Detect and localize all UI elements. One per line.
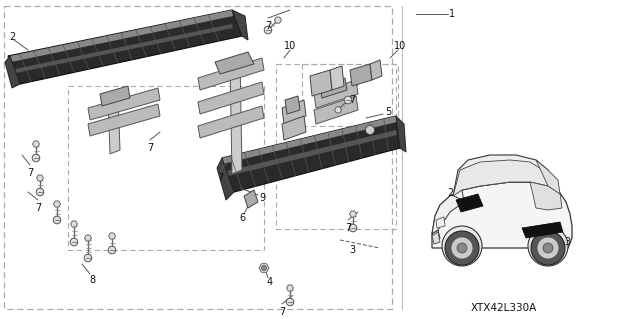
Text: 7: 7 [349, 95, 355, 105]
Polygon shape [456, 194, 483, 212]
Polygon shape [310, 70, 332, 96]
Polygon shape [84, 235, 92, 241]
Text: 7: 7 [345, 223, 351, 233]
Polygon shape [432, 230, 440, 242]
Circle shape [84, 254, 92, 262]
Polygon shape [275, 17, 282, 23]
Polygon shape [198, 58, 264, 90]
Circle shape [445, 231, 479, 265]
Polygon shape [282, 100, 306, 124]
Circle shape [262, 265, 266, 271]
Polygon shape [88, 88, 160, 120]
Polygon shape [314, 80, 358, 108]
Circle shape [528, 226, 568, 266]
Text: 5: 5 [385, 107, 391, 117]
Polygon shape [396, 116, 406, 152]
Polygon shape [36, 175, 44, 181]
Polygon shape [320, 78, 347, 98]
Polygon shape [370, 60, 382, 80]
Circle shape [531, 231, 565, 265]
Circle shape [537, 237, 559, 259]
Circle shape [442, 226, 482, 266]
Polygon shape [530, 182, 562, 210]
Polygon shape [100, 86, 130, 106]
Polygon shape [432, 182, 572, 248]
Circle shape [286, 298, 294, 306]
Polygon shape [222, 116, 400, 192]
Circle shape [543, 243, 553, 253]
Text: 1: 1 [449, 9, 455, 19]
Text: 10: 10 [284, 41, 296, 51]
Polygon shape [217, 158, 234, 200]
Text: XTX42L330A: XTX42L330A [471, 303, 537, 313]
Polygon shape [70, 221, 77, 227]
Text: 7: 7 [217, 173, 223, 183]
Text: 7: 7 [35, 203, 41, 213]
Polygon shape [432, 190, 464, 234]
Text: 6: 6 [239, 213, 245, 223]
Polygon shape [450, 155, 560, 196]
Polygon shape [198, 82, 264, 114]
Polygon shape [436, 217, 445, 228]
Text: 2: 2 [9, 32, 15, 42]
Polygon shape [335, 107, 342, 113]
Circle shape [264, 26, 272, 34]
Polygon shape [287, 285, 294, 291]
Polygon shape [223, 130, 397, 177]
Text: 4: 4 [267, 277, 273, 287]
Circle shape [36, 188, 44, 196]
Polygon shape [285, 96, 300, 114]
Polygon shape [259, 264, 269, 272]
Circle shape [32, 154, 40, 162]
Text: 8: 8 [89, 275, 95, 285]
Polygon shape [222, 116, 397, 164]
Polygon shape [108, 94, 120, 154]
Polygon shape [330, 66, 344, 90]
Polygon shape [54, 201, 61, 207]
Text: 7: 7 [147, 143, 153, 153]
Text: 2: 2 [447, 188, 453, 198]
Polygon shape [5, 56, 20, 88]
Text: 9: 9 [259, 193, 265, 203]
Polygon shape [349, 211, 356, 217]
Text: 10: 10 [394, 41, 406, 51]
Polygon shape [33, 141, 40, 147]
Circle shape [70, 238, 78, 246]
Polygon shape [10, 24, 233, 74]
Polygon shape [10, 10, 233, 62]
Polygon shape [109, 233, 115, 239]
Polygon shape [536, 160, 560, 194]
Text: 7: 7 [27, 168, 33, 178]
Polygon shape [88, 104, 160, 136]
Circle shape [349, 224, 357, 232]
Polygon shape [244, 190, 258, 208]
Text: 3: 3 [349, 245, 355, 255]
Polygon shape [198, 106, 264, 138]
Polygon shape [282, 116, 306, 140]
Text: 3: 3 [564, 237, 570, 247]
Circle shape [53, 216, 61, 224]
Text: 7: 7 [265, 21, 271, 31]
Polygon shape [230, 58, 242, 174]
Polygon shape [215, 52, 254, 74]
Polygon shape [232, 10, 248, 40]
Polygon shape [350, 64, 372, 86]
Polygon shape [8, 10, 242, 84]
Text: 7: 7 [279, 307, 285, 317]
Polygon shape [432, 232, 440, 244]
Circle shape [457, 243, 467, 253]
Polygon shape [522, 222, 563, 238]
Circle shape [451, 237, 473, 259]
Circle shape [108, 246, 116, 254]
Circle shape [344, 96, 352, 104]
Polygon shape [453, 160, 548, 196]
Polygon shape [314, 96, 358, 124]
Circle shape [365, 125, 374, 135]
